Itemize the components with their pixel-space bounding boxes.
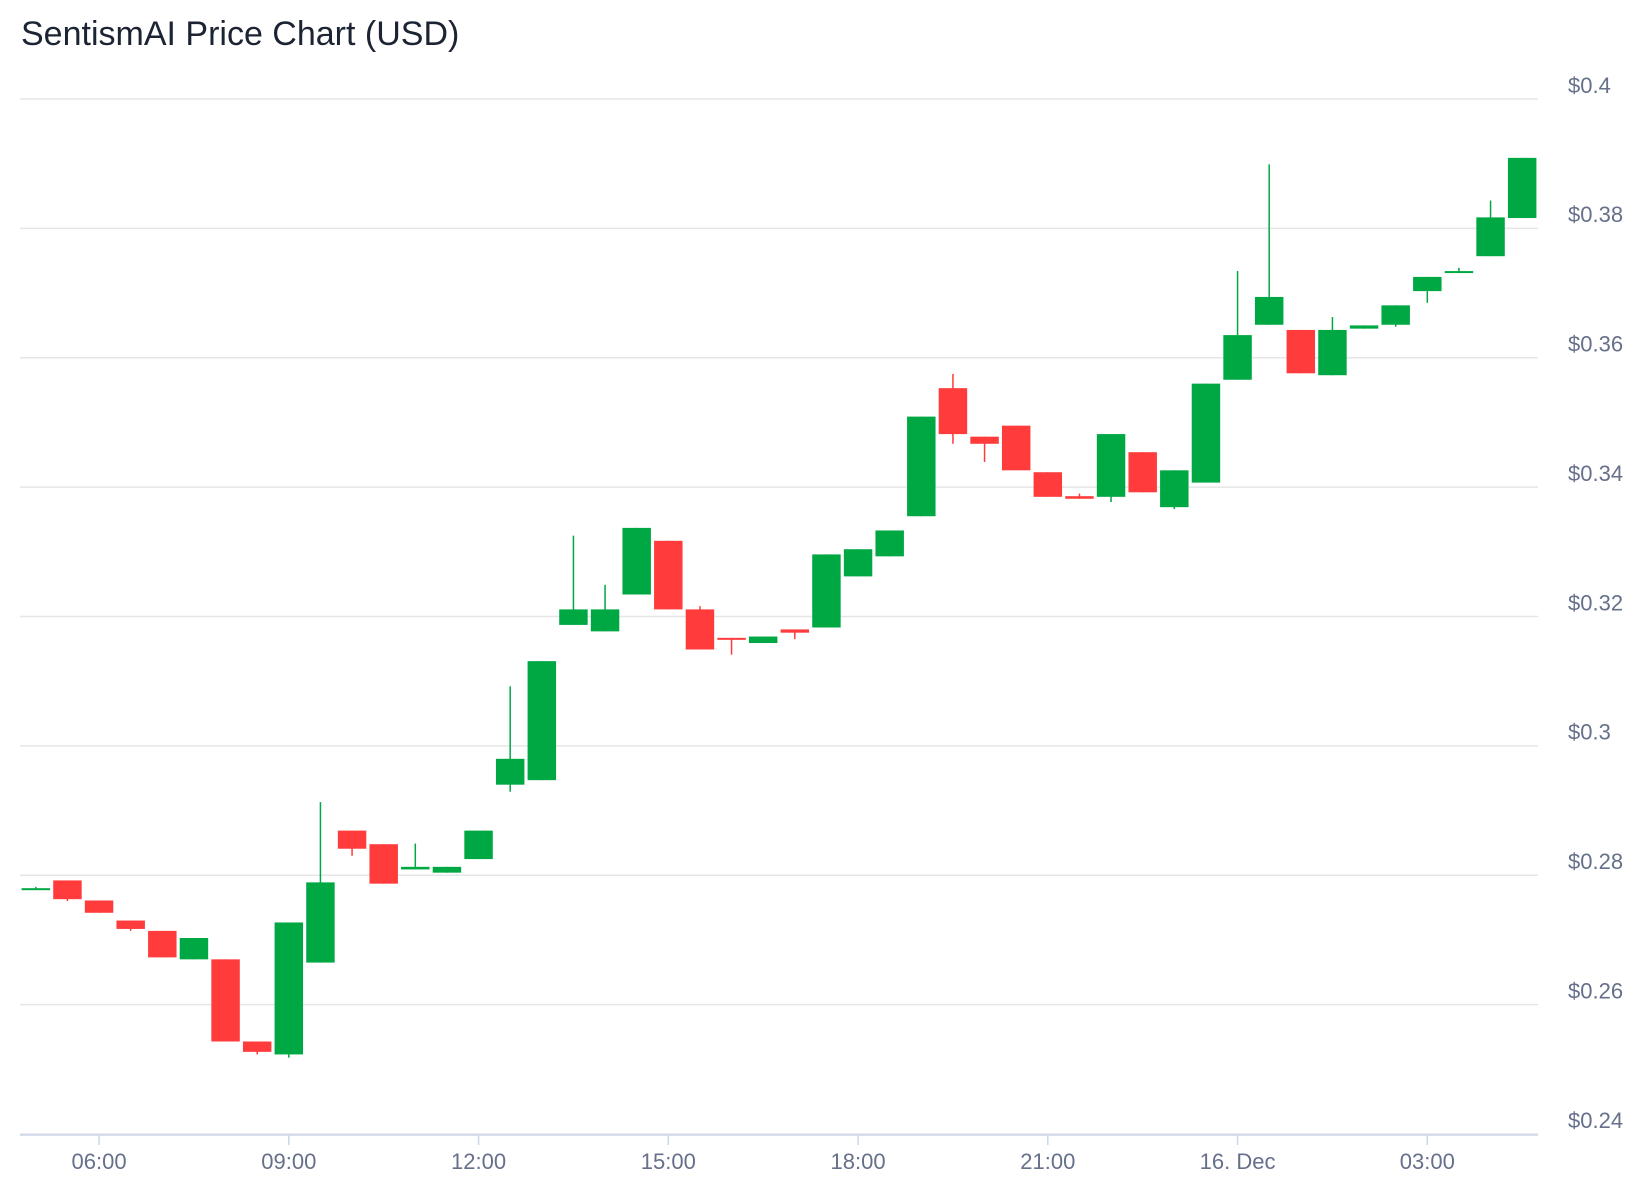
x-tick-label: 09:00	[261, 1149, 316, 1174]
candle-body	[1223, 335, 1252, 380]
x-tick-label: 06:00	[72, 1149, 127, 1174]
candle-body	[369, 844, 398, 884]
candle-body	[84, 900, 114, 913]
candle-body	[527, 661, 557, 781]
y-tick-label: $0.38	[1568, 202, 1623, 227]
candle-body	[1128, 452, 1157, 493]
chart-title: SentismAI Price Chart (USD)	[21, 15, 459, 53]
x-tick-label: 03:00	[1400, 1149, 1455, 1174]
candle-body	[306, 882, 335, 963]
candle-body	[654, 540, 683, 610]
candle-body	[717, 637, 746, 640]
candle-body	[432, 866, 462, 873]
candle-body	[495, 758, 525, 785]
candle-body	[1286, 329, 1316, 374]
candle-body	[148, 930, 177, 958]
candle-body	[1476, 217, 1505, 257]
candle-body	[1381, 305, 1410, 325]
y-tick-label: $0.24	[1568, 1108, 1623, 1133]
y-tick-label: $0.4	[1568, 73, 1611, 98]
candle-body	[938, 388, 968, 435]
candle-body	[1191, 383, 1221, 483]
y-tick-label: $0.26	[1568, 978, 1623, 1003]
y-tick-label: $0.32	[1568, 590, 1623, 615]
candle-body	[1160, 470, 1189, 508]
candle-body	[1065, 496, 1094, 499]
candle-body	[211, 959, 240, 1042]
candle-body	[464, 830, 493, 860]
candle-body	[1413, 276, 1442, 292]
candle-body	[780, 629, 810, 633]
candle-body	[875, 530, 904, 557]
candle-body	[337, 830, 367, 849]
candle-body	[21, 888, 51, 891]
candle-body	[1444, 271, 1474, 274]
candle-body	[1096, 434, 1126, 497]
y-tick-label: $0.3	[1568, 720, 1611, 745]
x-tick-label: 15:00	[641, 1149, 696, 1174]
candle-body	[242, 1041, 272, 1052]
candle-body	[559, 609, 588, 625]
candle-body	[812, 554, 841, 628]
candle-body	[274, 922, 304, 1055]
candle-body	[1001, 425, 1031, 471]
y-tick-label: $0.28	[1568, 849, 1623, 874]
candle-body	[1318, 329, 1347, 376]
candle-body	[622, 527, 651, 595]
x-tick-label: 12:00	[451, 1149, 506, 1174]
x-tick-label: 16. Dec	[1200, 1149, 1276, 1174]
candle-body	[748, 636, 778, 644]
candle-body	[1254, 296, 1284, 325]
candle-body	[401, 866, 430, 870]
candle-body	[53, 880, 82, 900]
x-tick-label: 21:00	[1020, 1149, 1075, 1174]
candle-body	[685, 609, 715, 650]
y-tick-label: $0.36	[1568, 332, 1623, 357]
candle-body	[907, 416, 936, 517]
candle-body	[843, 549, 873, 577]
candle-body	[1033, 472, 1063, 497]
x-tick-label: 18:00	[831, 1149, 886, 1174]
candle-body	[116, 920, 145, 929]
y-tick-label: $0.34	[1568, 461, 1623, 486]
candle-body	[970, 436, 999, 444]
candle-body	[179, 937, 209, 960]
candle-body	[1507, 157, 1537, 219]
candle-body	[1349, 325, 1379, 329]
candle-body	[590, 609, 620, 632]
